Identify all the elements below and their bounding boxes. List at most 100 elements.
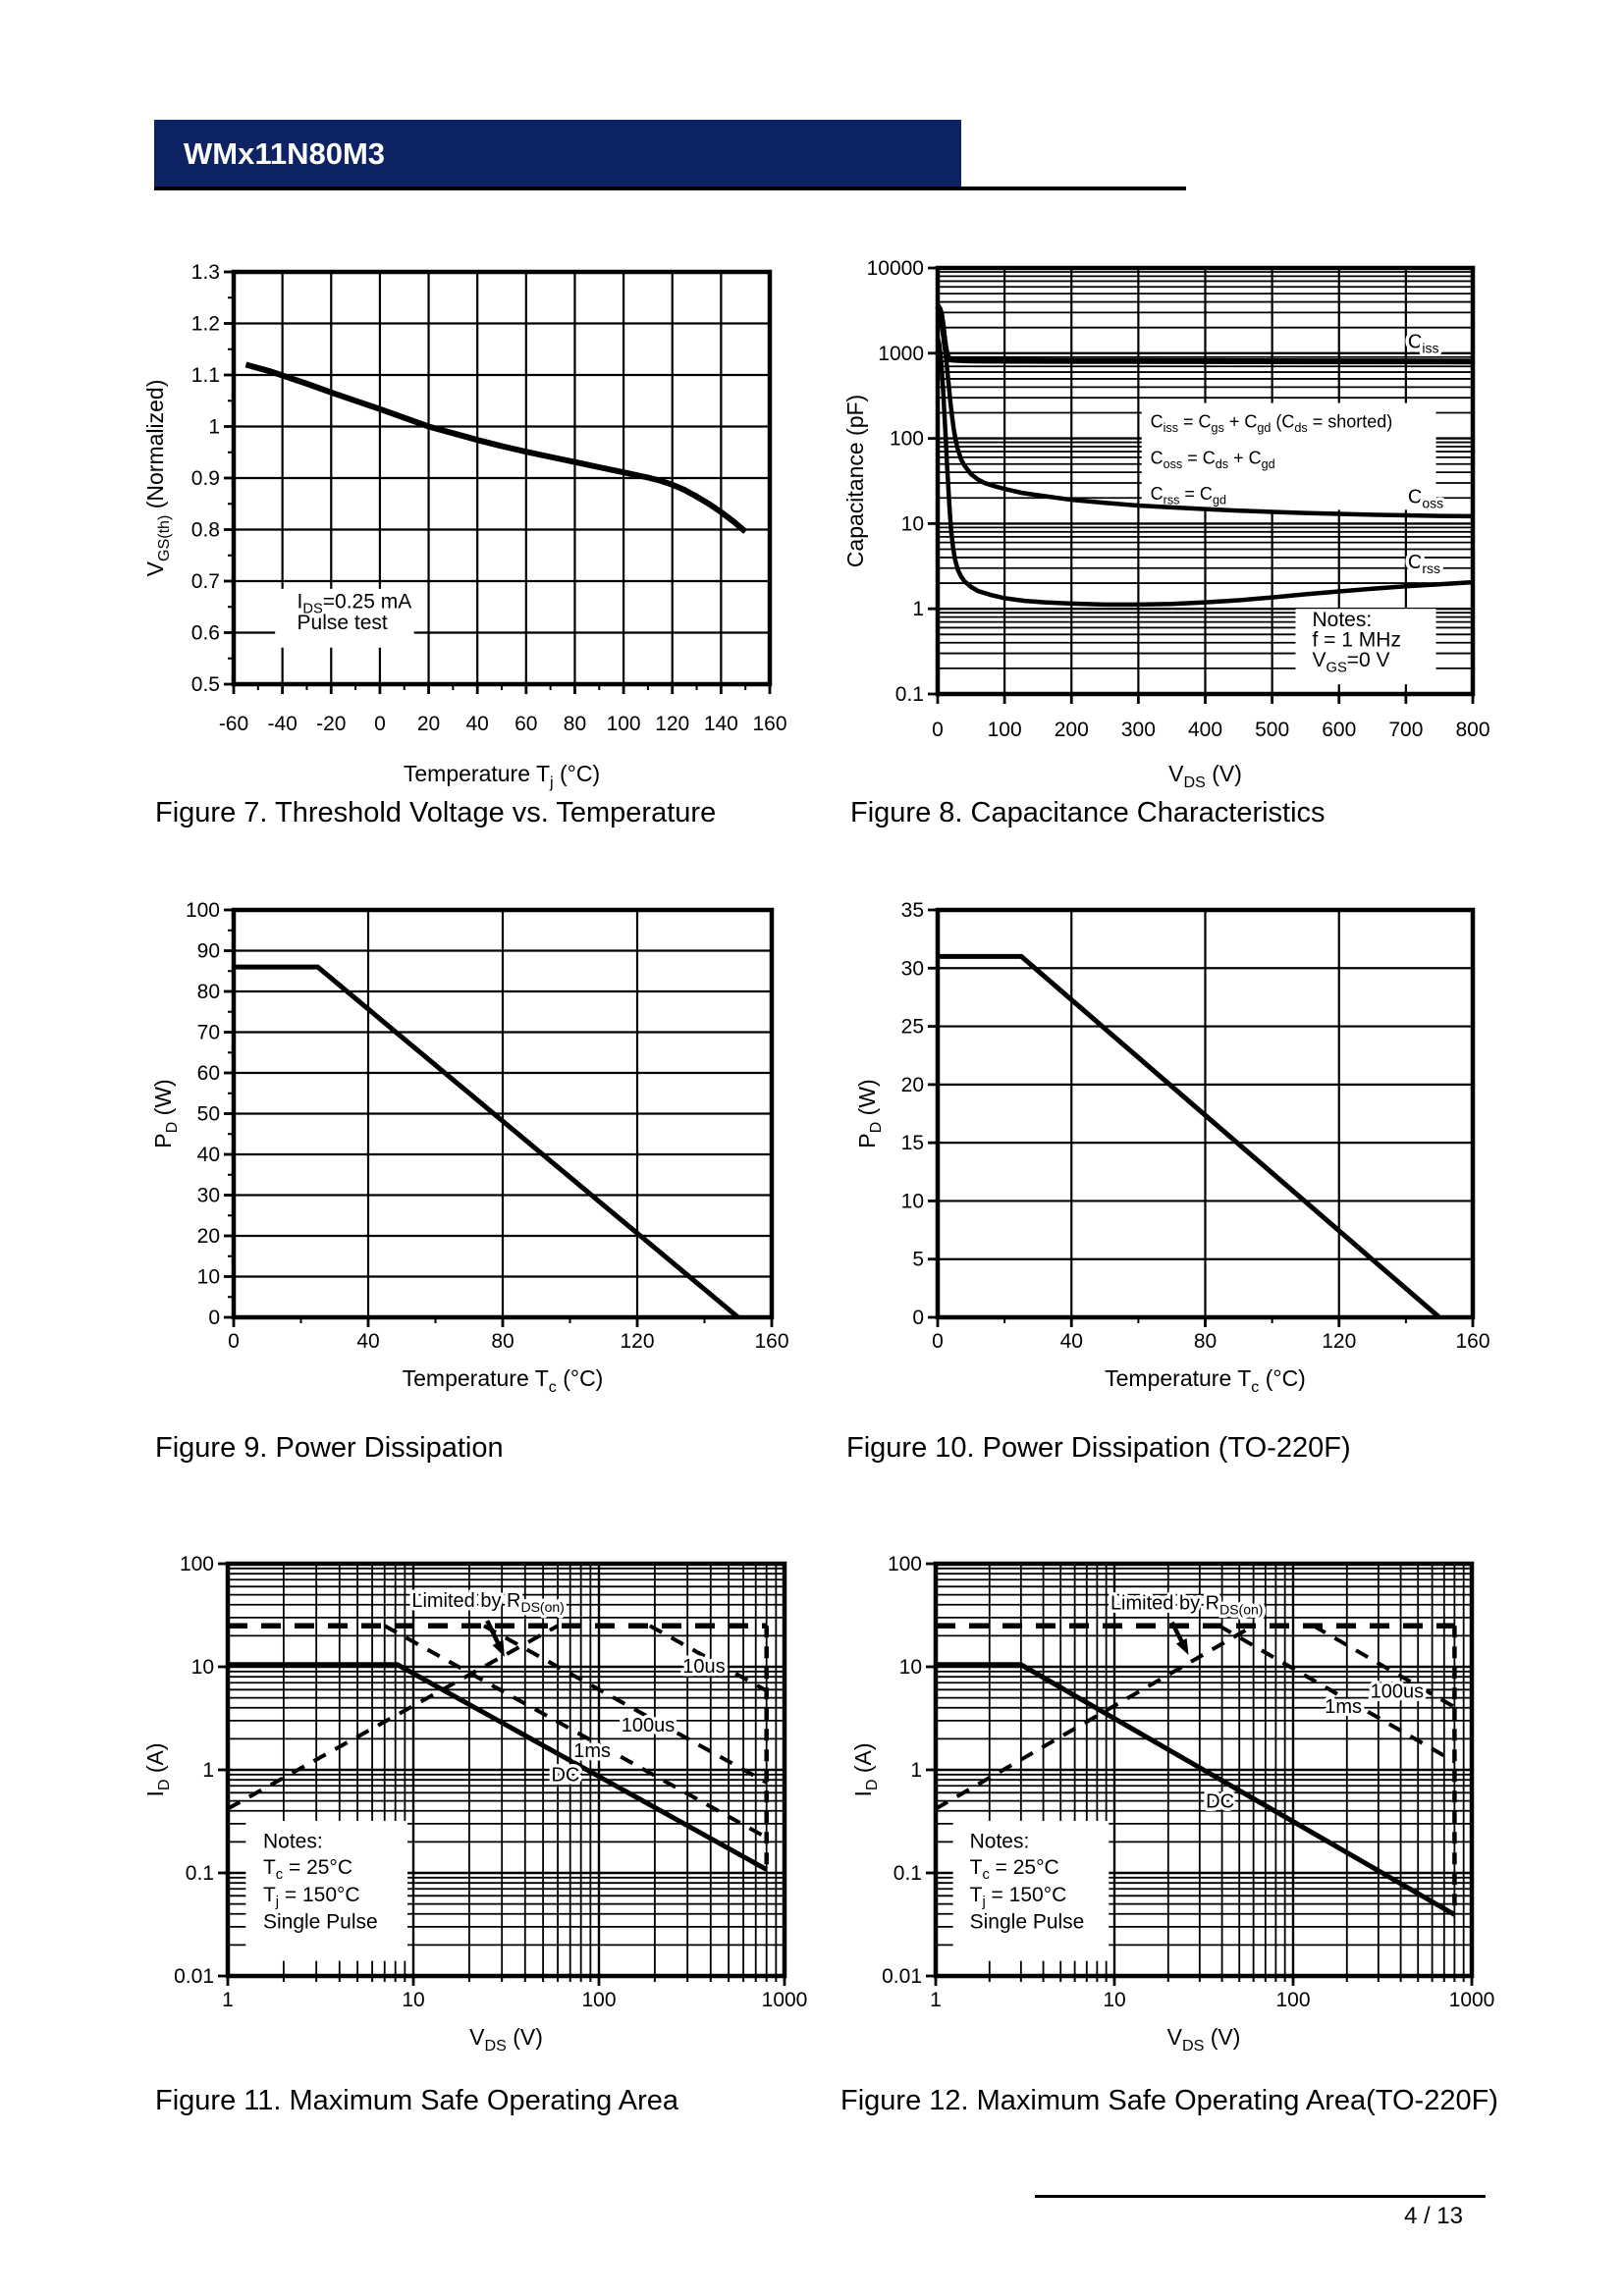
figure-caption: Figure 11. Maximum Safe Operating Area xyxy=(155,2085,678,2116)
svg-text:Tc = 25°C: Tc = 25°C xyxy=(263,1856,352,1883)
pulse-100us-curve xyxy=(1312,1624,1456,1709)
x-tick-label: 80 xyxy=(564,713,586,735)
footer-rule xyxy=(1035,2195,1486,2198)
pulse-10us-curve xyxy=(648,1624,768,1693)
x-tick-label: 40 xyxy=(1060,1330,1083,1353)
series xyxy=(227,1620,769,1872)
x-tick-label: 120 xyxy=(1322,1330,1356,1353)
y-tick-label: 100 xyxy=(890,428,924,451)
svg-text:Notes:: Notes: xyxy=(970,1830,1030,1852)
x-tick-label: 0 xyxy=(932,719,944,741)
x-tick-label: 300 xyxy=(1121,719,1156,741)
figure-caption: Figure 9. Power Dissipation xyxy=(155,1432,504,1464)
svg-text:Limited by RDS(on): Limited by RDS(on) xyxy=(411,1590,565,1615)
y-tick-label: 0.1 xyxy=(186,1862,214,1885)
svg-text:Ciss: Ciss xyxy=(1408,332,1439,356)
tick-labels: 1 10 100 1000 0.01 0.1 1 10 100 xyxy=(174,1553,807,2011)
grid xyxy=(938,910,1473,1317)
svg-text:Coss: Coss xyxy=(1408,486,1443,510)
x-tick-label: 80 xyxy=(491,1330,514,1353)
y-axis-title: ID (A) xyxy=(142,1742,173,1796)
svg-text:100us: 100us xyxy=(1371,1682,1425,1703)
x-tick-label: 1 xyxy=(930,1989,942,2011)
axis-ticks xyxy=(224,908,774,1327)
svg-text:Single Pulse: Single Pulse xyxy=(970,1910,1085,1933)
annotation-box xyxy=(952,1820,1110,1961)
svg-text:DC: DC xyxy=(1206,1790,1234,1812)
x-axis-title: VDS (V) xyxy=(469,2024,543,2055)
grid xyxy=(228,1564,785,1976)
x-tick-label: 80 xyxy=(1194,1330,1217,1353)
svg-text:100us: 100us xyxy=(622,1715,676,1736)
x-axis-title: VDS (V) xyxy=(1167,2024,1241,2055)
y-tick-label: 10 xyxy=(901,512,924,535)
y-tick-label: 10 xyxy=(191,1656,214,1679)
y-tick-label: 70 xyxy=(197,1022,220,1044)
svg-text:Pulse test: Pulse test xyxy=(298,612,388,634)
y-axis-title: ID (A) xyxy=(850,1742,881,1796)
axis-ticks xyxy=(218,1562,786,1986)
y-tick-label: 100 xyxy=(186,899,220,922)
y-tick-label: 1 xyxy=(202,1759,214,1782)
y-tick-label: 35 xyxy=(901,899,924,922)
y-tick-label: 1.3 xyxy=(191,261,220,284)
x-tick-label: 500 xyxy=(1255,719,1289,741)
y-tick-label: 1 xyxy=(912,598,924,620)
y-axis-title: PD (W) xyxy=(854,1079,885,1148)
pulse-1ms-curve xyxy=(1218,1624,1456,1764)
x-tick-label: 800 xyxy=(1455,719,1489,741)
svg-text:Crss: Crss xyxy=(1408,552,1440,576)
x-tick-label: 160 xyxy=(1455,1330,1489,1353)
annotation-box xyxy=(245,1820,408,1961)
x-tick-label: 600 xyxy=(1322,719,1356,741)
y-tick-label: 60 xyxy=(197,1062,220,1085)
y-tick-label: 40 xyxy=(197,1144,220,1166)
header-rule xyxy=(154,187,1186,190)
x-tick-label: 10 xyxy=(1103,1989,1125,2011)
x-tick-label: 1000 xyxy=(762,1989,808,2011)
svg-text:Notes:: Notes: xyxy=(1313,609,1373,631)
tick-labels: 0 40 80 120 160 0 5 10 15 20 25 30 35 xyxy=(901,899,1490,1353)
x-axis-title: Temperature Tc (°C) xyxy=(403,1365,604,1396)
crss-curve xyxy=(935,337,1474,608)
x-tick-label: 160 xyxy=(752,713,786,735)
coss-curve xyxy=(936,313,1474,519)
axis-ticks xyxy=(928,266,1475,704)
svg-text:Crss = Cgd: Crss = Cgd xyxy=(1151,484,1226,507)
svg-text:Limited by RDS(on): Limited by RDS(on) xyxy=(1110,1593,1264,1618)
svg-text:Ciss = Cgs + Cgd (Cds = shorte: Ciss = Cgs + Cgd (Cds = shorted) xyxy=(1151,411,1393,435)
svg-text:VGS=0 V: VGS=0 V xyxy=(1313,649,1390,675)
y-tick-label: 90 xyxy=(197,940,220,963)
svg-text:IDS=0.25 mA: IDS=0.25 mA xyxy=(298,590,412,616)
y-tick-label: 0 xyxy=(912,1307,924,1329)
header-bar: WMx11N80M3 xyxy=(154,120,961,187)
annotation-box xyxy=(1295,609,1436,685)
y-tick-label: 15 xyxy=(901,1132,924,1154)
x-tick-label: 120 xyxy=(655,713,689,735)
y-tick-label: 0.7 xyxy=(191,570,220,593)
y-tick-label: 1.2 xyxy=(191,313,220,336)
figure-caption: Figure 8. Capacitance Characteristics xyxy=(850,797,1326,828)
y-tick-label: 50 xyxy=(197,1103,220,1126)
y-tick-label: 10 xyxy=(197,1266,220,1289)
x-tick-label: 140 xyxy=(704,713,738,735)
y-tick-label: 1 xyxy=(208,416,220,439)
y-tick-label: 1 xyxy=(910,1759,922,1782)
series xyxy=(234,964,740,1319)
x-axis-title: Temperature Tj (°C) xyxy=(404,761,600,791)
x-tick-label: 100 xyxy=(988,719,1022,741)
curve-labels: Ciss Coss Crss xyxy=(1404,328,1446,579)
x-tick-label: 0 xyxy=(932,1330,944,1353)
figure-caption: Figure 7. Threshold Voltage vs. Temperat… xyxy=(155,797,717,828)
x-tick-label: 60 xyxy=(514,713,537,735)
svg-text:DC: DC xyxy=(551,1764,579,1786)
power-dissipation-f-chart: 0 40 80 120 160 0 5 10 15 20 25 30 35 Temperature Tc … xyxy=(854,899,1490,1396)
